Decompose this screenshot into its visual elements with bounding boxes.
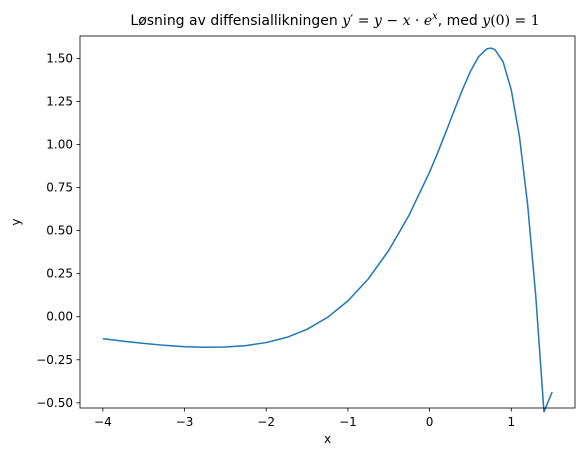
title-cond-close: )	[505, 13, 510, 29]
y-tick-label: 1.25	[46, 94, 73, 108]
chart-title: Løsning av diffensiallikningen y′ = y − …	[130, 11, 539, 29]
y-tick-label: 0.50	[46, 224, 73, 238]
title-eq-equals: =	[353, 13, 374, 29]
title-cond-open: (	[490, 13, 495, 29]
title-eq-y: y	[341, 13, 351, 29]
x-axis-ticks: −4 −3 −2 −1 0 1	[94, 408, 515, 429]
title-cond-zero: 0	[496, 13, 505, 29]
y-tick-label: 1.00	[46, 138, 73, 152]
title-eq-exponent: x	[432, 11, 438, 22]
title-eq-y2: y	[373, 13, 383, 29]
y-tick-label: −0.50	[36, 396, 73, 410]
x-tick-label: −1	[339, 415, 357, 429]
y-axis-ticks: −0.50 −0.25 0.00 0.25 0.50 0.75 1.00 1.25 1.50	[36, 51, 80, 410]
title-cond-one: 1	[531, 13, 540, 29]
x-tick-label: −4	[94, 415, 112, 429]
y-tick-label: 0.00	[46, 310, 73, 324]
x-tick-label: −2	[257, 415, 275, 429]
title-eq-e: e	[424, 13, 432, 29]
title-cond-y: y	[481, 13, 491, 29]
y-tick-label: 0.75	[46, 181, 73, 195]
y-tick-label: −0.25	[36, 353, 73, 367]
title-eq-x: x	[403, 13, 411, 29]
title-eq-dot: ·	[410, 13, 423, 29]
x-axis-label: x	[324, 432, 331, 446]
title-prefix: Løsning av diffensiallikningen	[130, 13, 342, 29]
y-tick-label: 0.25	[46, 267, 73, 281]
title-eq-minus: −	[382, 13, 403, 29]
x-tick-label: −3	[176, 415, 194, 429]
title-cond-equals: =	[510, 13, 531, 29]
title-middle: , med	[438, 13, 483, 29]
y-axis-label: y	[9, 218, 23, 225]
x-tick-label: 1	[507, 415, 515, 429]
series-line	[102, 47, 553, 413]
y-tick-label: 1.50	[46, 51, 73, 65]
plot-area-frame	[79, 35, 576, 409]
x-tick-label: 0	[426, 415, 434, 429]
title-eq-prime: ′	[350, 13, 353, 29]
